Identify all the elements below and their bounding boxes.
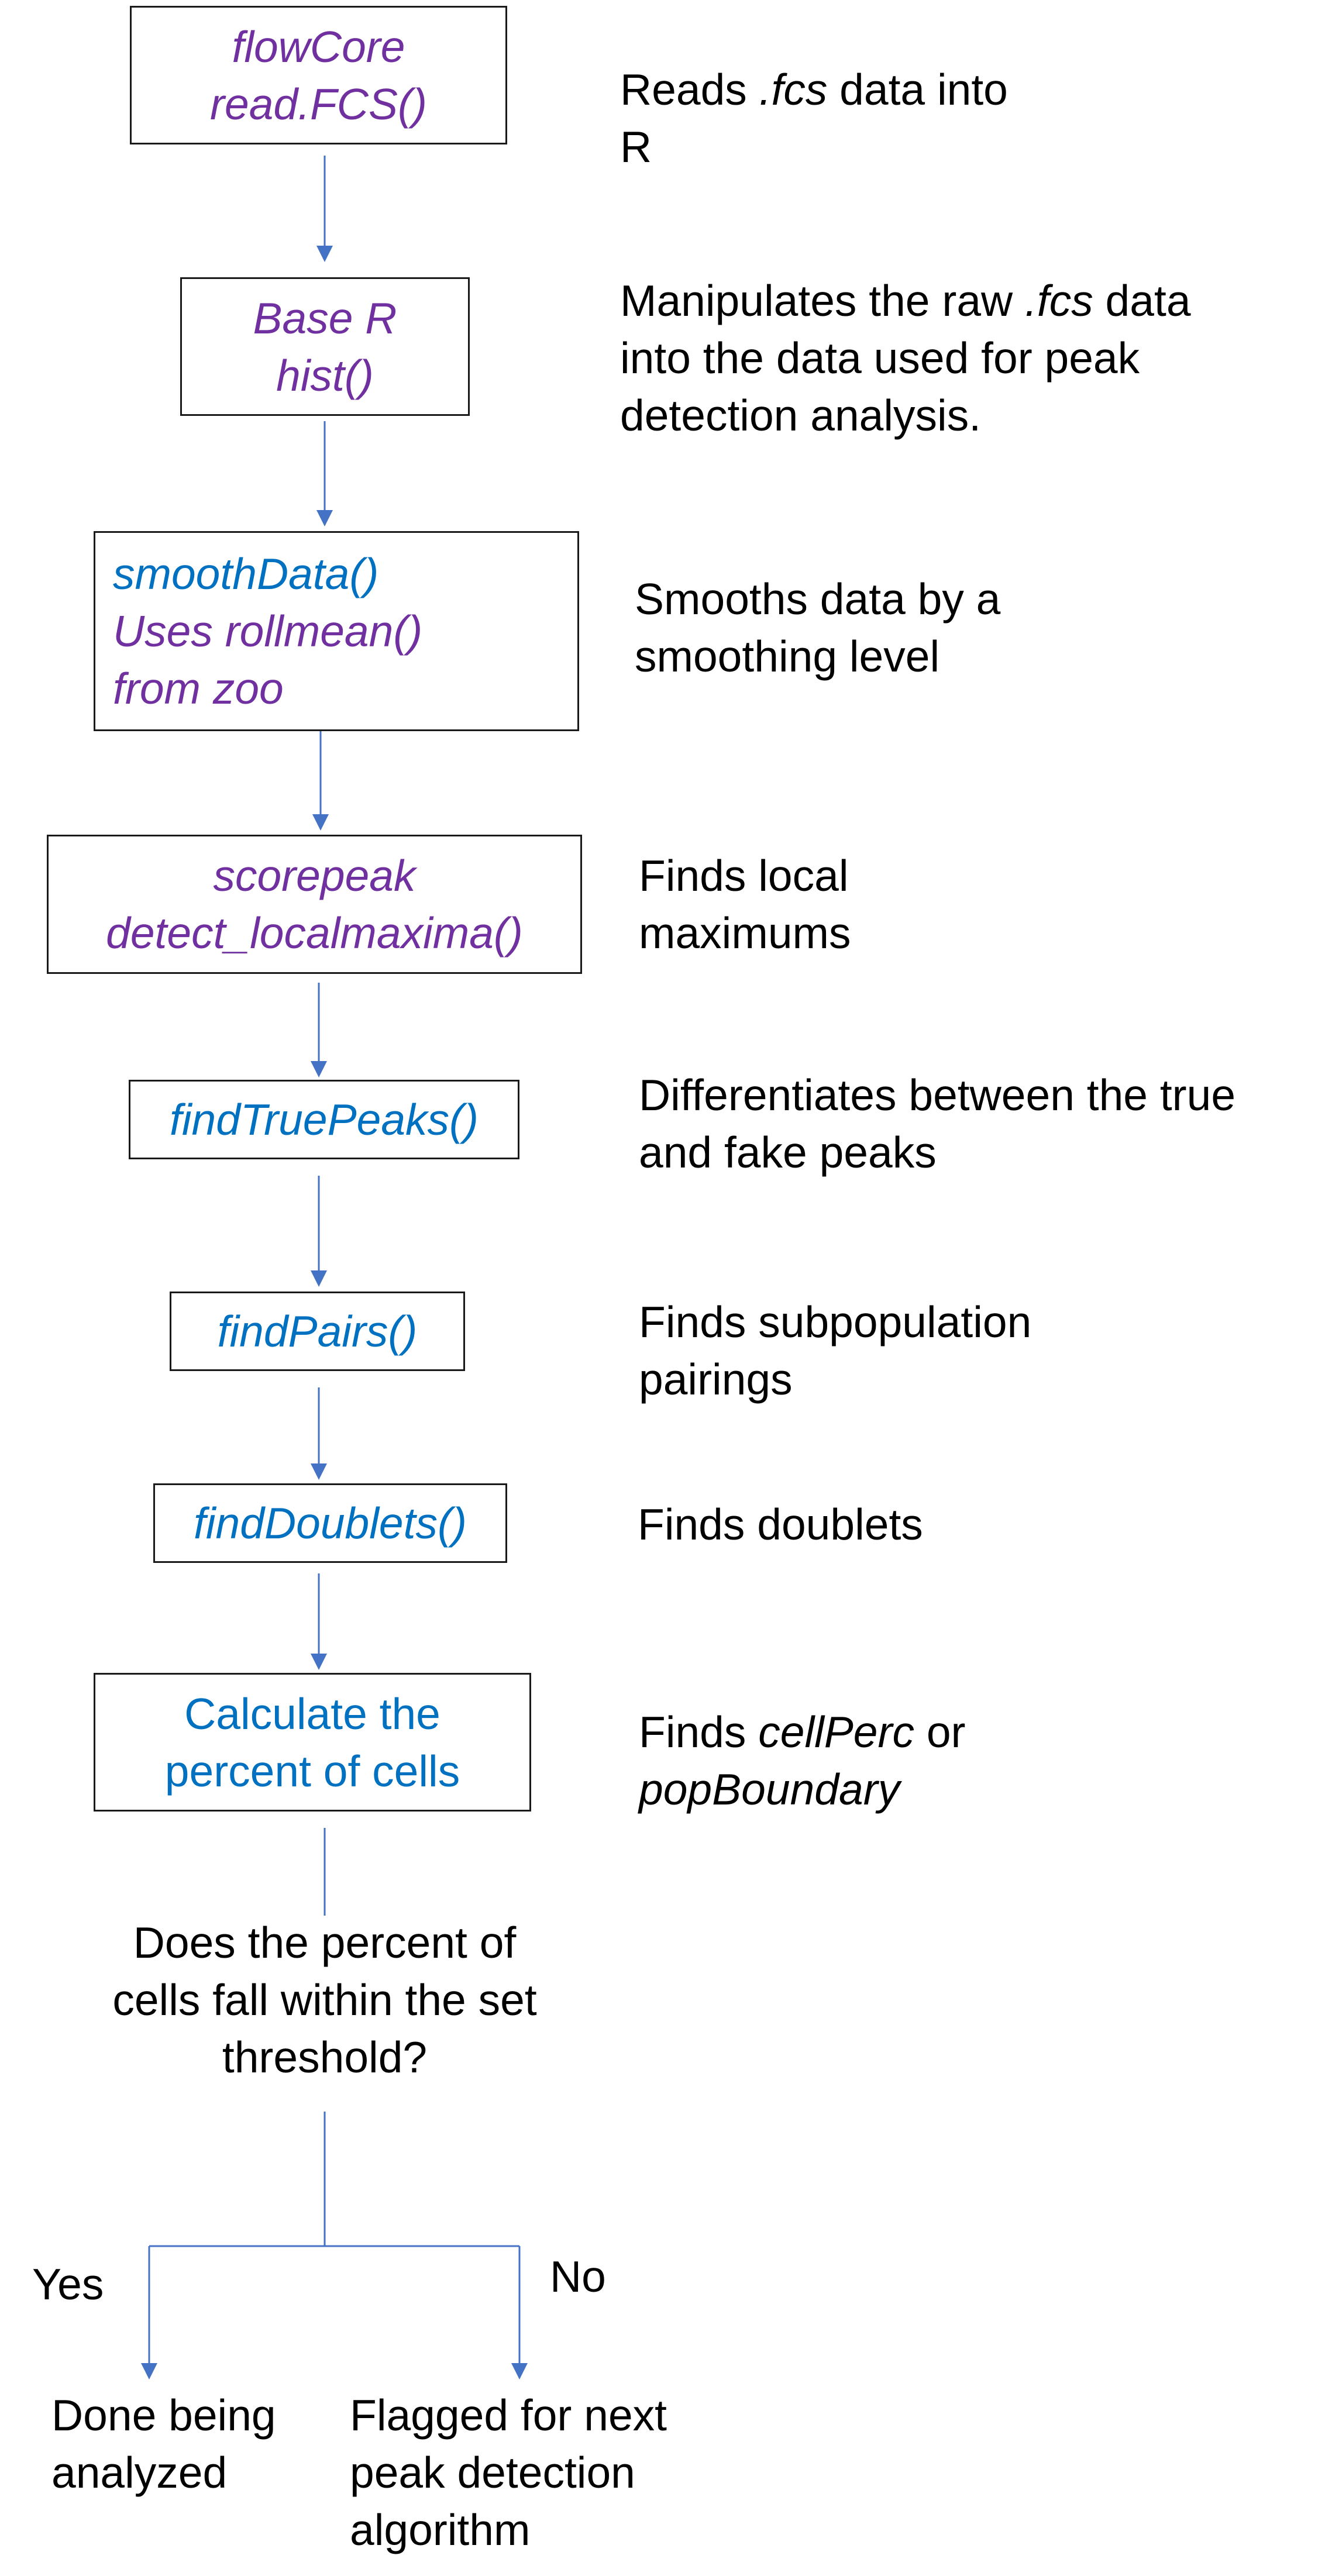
step-function-label: flowCore [232,22,405,71]
step-description-text: R [620,122,652,171]
step-description-text: Finds local [639,851,849,900]
step-function-label: from zoo [113,664,284,713]
step-description-line: detection analysis. [620,387,1191,444]
step-description-text: pairings [639,1355,793,1404]
step-function-label: detect_localmaxima() [106,908,523,958]
step-description-line: smoothing level [635,628,1000,685]
no-outcome: Flagged for next peak detection algorith… [350,2386,667,2558]
step-description-text: Smooths data by a [635,574,1001,624]
step-description-text: detection analysis. [620,391,982,440]
no-outcome-line: algorithm [350,2505,531,2554]
step-description-line: Smooths data by a [635,570,1000,628]
step-description-text: smoothing level [635,632,940,681]
step-description: Smooths data by a smoothing level [635,570,1000,685]
step-box: findPairs() [170,1292,465,1371]
step-description-line: maximums [639,904,851,962]
step-description-term: popBoundary [639,1765,900,1814]
step-description: Finds cellPerc or popBoundary [639,1703,966,1818]
step-description-text: Reads [620,65,759,114]
step-description-line: Differentiates between the true [639,1066,1235,1124]
step-function-label: Base R [253,293,397,343]
step-box: findTruePeaks() [129,1080,519,1159]
step-box: scorepeak detect_localmaxima() [47,835,582,974]
decision-question-line: threshold? [222,2033,428,2082]
yes-outcome-line: Done being [51,2391,276,2440]
step-box: Calculate the percent of cells [94,1673,531,1812]
arrowhead-icon [316,510,333,526]
step-box: smoothData() Uses rollmean() from zoo [94,531,579,731]
step-description-text: or [914,1707,966,1757]
decision-question-line: Does the percent of [133,1918,517,1967]
arrowhead-icon [316,246,333,262]
step-description-line: Finds subpopulation [639,1293,1031,1351]
step-description-text: Finds doublets [638,1500,923,1549]
step-function-label: findPairs() [217,1307,418,1356]
step-function-label: scorepeak [213,851,416,900]
arrowhead-icon [311,1061,327,1077]
step-description: Finds doublets [638,1496,923,1553]
yes-outcome-line: analyzed [51,2448,228,2497]
step-description: Finds subpopulation pairings [639,1293,1031,1408]
step-function-label: percent of cells [164,1746,460,1796]
arrowhead-icon [312,814,329,831]
step-description-text: and fake peaks [639,1128,937,1177]
step-description-text: maximums [639,908,851,958]
step-description-text: Finds [639,1707,759,1757]
step-description: Finds local maximums [639,847,851,962]
step-description-line: Finds cellPerc or [639,1703,966,1761]
step-description: Reads .fcs data into R [620,61,1008,175]
yes-outcome: Done being analyzed [51,2386,276,2501]
step-description: Differentiates between the true and fake … [639,1066,1235,1181]
step-description-text: into the data used for peak [620,333,1140,383]
step-description-term: .fcs [759,65,828,114]
no-outcome-line: Flagged for next [350,2391,667,2440]
step-description-text: Manipulates the raw [620,276,1025,325]
step-description-text: Finds subpopulation [639,1297,1032,1346]
no-outcome-line: peak detection [350,2448,635,2497]
step-function-label: read.FCS() [210,79,427,129]
step-description-text: data into [827,65,1008,114]
arrowhead-icon [311,1654,327,1670]
step-description-line: popBoundary [639,1761,966,1818]
yes-label: Yes [32,2260,104,2309]
step-function-label: Calculate the [184,1689,440,1738]
step-description-line: Manipulates the raw .fcs data [620,272,1191,329]
step-description-line: into the data used for peak [620,329,1191,387]
step-description-term: cellPerc [758,1707,914,1757]
step-description-line: Finds doublets [638,1496,923,1553]
arrowhead-icon [511,2363,528,2379]
step-function-label: smoothData() [113,549,379,598]
step-description-line: R [620,118,1008,175]
step-box: Base R hist() [180,277,470,416]
no-label: No [550,2252,606,2301]
step-box: flowCore read.FCS() [130,6,507,144]
step-description-line: and fake peaks [639,1124,1235,1181]
step-description-text: Differentiates between the true [639,1070,1236,1120]
step-function-label: hist() [276,350,374,400]
step-function-label: Uses rollmean() [113,607,423,656]
step-description-line: pairings [639,1351,1031,1408]
step-description-term: .fcs [1025,276,1093,325]
arrowhead-icon [141,2363,157,2379]
step-function-label: findDoublets() [194,1499,467,1548]
decision-question-line: cells fall within the set [112,1975,537,2024]
step-function-label: findTruePeaks() [170,1095,479,1144]
arrowhead-icon [311,1270,327,1287]
step-description: Manipulates the raw .fcs data into the da… [620,272,1191,444]
step-description-text: data [1093,276,1191,325]
step-description-line: Reads .fcs data into [620,61,1008,118]
step-box: findDoublets() [153,1483,507,1563]
step-description-line: Finds local [639,847,851,904]
arrowhead-icon [311,1463,327,1480]
